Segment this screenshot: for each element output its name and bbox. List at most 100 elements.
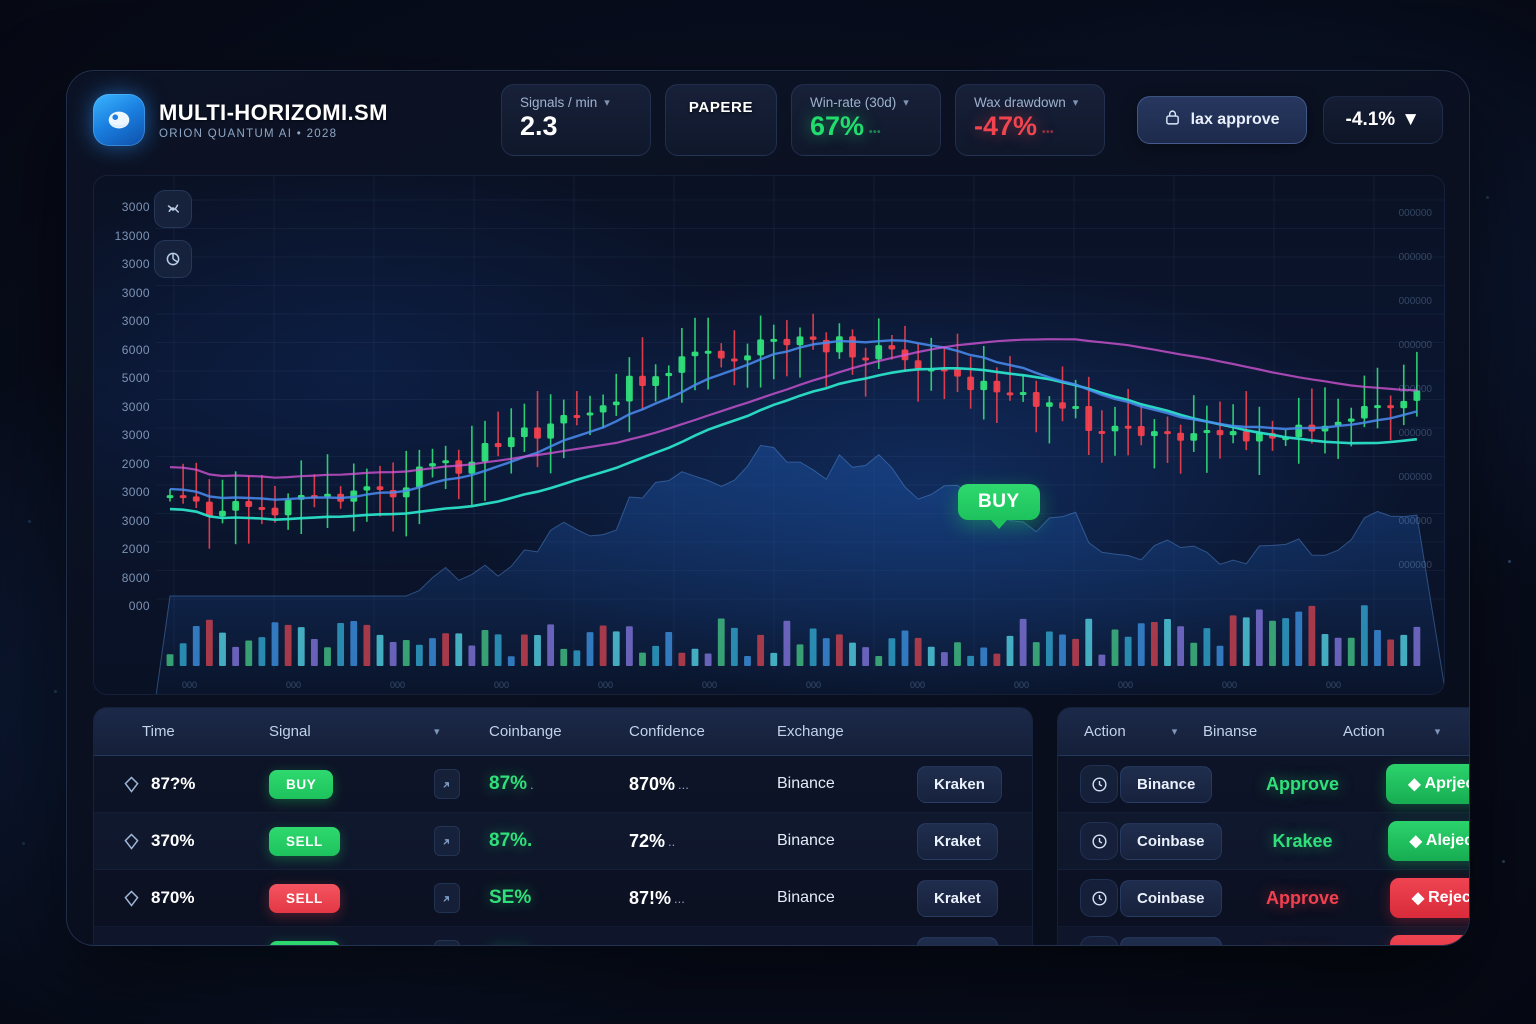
row-confidence-tail: .: [530, 777, 534, 792]
page-title: MULTI-HORIZOMI.SM: [159, 100, 388, 126]
row-exchange-chip[interactable]: Kraken: [917, 766, 1002, 803]
signal-badge[interactable]: SELL: [269, 884, 340, 913]
y-axis-tick: 3000: [122, 257, 150, 271]
row-time: 87?%: [151, 774, 195, 794]
stat-signals[interactable]: Signals / min ▾ 2.3: [501, 84, 651, 156]
clock-icon[interactable]: [1080, 765, 1118, 803]
y-axis-tick: 3000: [122, 485, 150, 499]
chevron-down-icon[interactable]: ▾: [903, 96, 909, 109]
max-approve-button[interactable]: lax approve: [1137, 96, 1307, 144]
x-axis-tick: 000: [390, 680, 405, 690]
action-row[interactable]: Binance Approve ◆Aprject▸: [1058, 756, 1470, 813]
chevron-down-icon[interactable]: ▾: [1172, 725, 1178, 738]
candlestick-chart: 0000000000000000000000000000000000000000…: [156, 176, 1445, 695]
action-status: Approve: [1266, 945, 1339, 947]
right-price-label: 000000: [1399, 472, 1433, 483]
action-row[interactable]: Coinbase Krakee ◆Aleject▸: [1058, 813, 1470, 870]
buy-signal-marker[interactable]: BUY: [958, 484, 1040, 520]
app-header: MULTI-HORIZOMI.SM ORION QUANTUM AI • 202…: [67, 71, 1469, 169]
row-exchange-chip[interactable]: Kraket: [917, 880, 998, 917]
action-exchange-chip[interactable]: Coinbase: [1120, 823, 1222, 860]
stat-winrate-tail: •••: [869, 128, 881, 139]
stat-winrate[interactable]: Win-rate (30d) ▾ 67% •••: [791, 84, 941, 156]
actions-panel: Action ▾ Binanse Action ▾ Binance Approve ◆ A…: [1057, 707, 1470, 946]
action-row[interactable]: Coinbase Approve ◆Reject▸: [1058, 927, 1470, 946]
trend-arrow-icon[interactable]: [434, 940, 460, 946]
y-axis-tick: 3000: [122, 400, 150, 414]
right-price-label: 000000: [1399, 296, 1433, 307]
clock-icon[interactable]: [1080, 879, 1118, 917]
side-col-binanse-label: Binanse: [1203, 723, 1257, 740]
action-exchange-chip[interactable]: Binance: [1120, 766, 1212, 803]
chevron-down-icon[interactable]: ▾: [434, 725, 440, 738]
stat-signals-label: Signals / min: [520, 95, 597, 110]
delta-chip[interactable]: -4.1% ▼: [1323, 96, 1443, 144]
table-row[interactable]: 370% SELL 87%. 72%.. Binance Kraket: [94, 813, 1032, 870]
row-value-tail: ..: [668, 834, 675, 849]
chevron-down-icon[interactable]: ▾: [1435, 725, 1441, 738]
clock-icon[interactable]: [1080, 936, 1118, 946]
table-header-row: Time Signal ▾ Coinbange Confidence Excha…: [94, 708, 1032, 756]
side-body: Binance Approve ◆Aprject▸ Coinbase Krakee ◆Al…: [1058, 756, 1470, 946]
trend-arrow-icon[interactable]: [434, 826, 460, 856]
table-body: 87?% BUY 87%. 870%... Binance Kraken 370% SELL 8…: [94, 756, 1032, 946]
chevron-down-icon[interactable]: ▾: [1073, 96, 1079, 109]
chart-toolbar: [154, 190, 192, 278]
action-exchange-chip[interactable]: Coinbase: [1120, 880, 1222, 917]
status-badge: PAPERE: [689, 99, 753, 116]
col-confidence-label: Confidence: [629, 723, 705, 740]
x-axis-tick: 000: [182, 680, 197, 690]
trend-arrow-icon[interactable]: [434, 883, 460, 913]
row-time: 370%: [151, 945, 194, 946]
table-row[interactable]: 87?% BUY 87%. 870%... Binance Kraken: [94, 756, 1032, 813]
header-actions: lax approve -4.1% ▼: [1137, 96, 1443, 144]
clock-icon[interactable]: [1080, 822, 1118, 860]
right-price-label: 000000: [1399, 208, 1433, 219]
table-row[interactable]: 370%SELL3E%72%..BinanceKraket: [94, 927, 1032, 946]
row-confidence-pct: 3E%: [489, 944, 529, 946]
col-time: Time: [94, 723, 269, 740]
side-header-row: Action ▾ Binanse Action ▾: [1058, 708, 1470, 756]
y-axis-tick: 5000: [122, 371, 150, 385]
action-button[interactable]: ◆Reject▸: [1390, 878, 1470, 918]
action-exchange-chip[interactable]: Coinbase: [1120, 937, 1222, 947]
side-col-action1: Action ▾: [1058, 723, 1203, 740]
stat-drawdown[interactable]: Wax drawdown ▾ -47% •••: [955, 84, 1105, 156]
row-exchange-chip[interactable]: Kraket: [917, 937, 998, 947]
trend-arrow-icon[interactable]: [434, 769, 460, 799]
row-value: 870%: [629, 774, 675, 795]
max-approve-label: lax approve: [1191, 111, 1280, 129]
row-exchange-chip[interactable]: Kraket: [917, 823, 998, 860]
right-price-label: 000000: [1399, 560, 1433, 571]
row-exchange: Binance: [777, 889, 835, 907]
delta-value: -4.1%: [1346, 109, 1396, 131]
y-axis-tick: 3000: [122, 514, 150, 528]
chart-plot-area[interactable]: 000000 000000 000000 000000 000000 000000 0000…: [156, 176, 1444, 694]
x-axis-tick: 000: [1222, 680, 1237, 690]
col-exchange: Exchange: [777, 723, 917, 740]
chevron-down-icon[interactable]: ▾: [604, 96, 610, 109]
x-axis-tick: 000: [910, 680, 925, 690]
row-value: 87!%: [629, 888, 671, 909]
price-chart-panel[interactable]: 3000 13000 3000 3000 3000 6000 5000 3000 3000 200…: [93, 175, 1445, 695]
action-button[interactable]: ◆Reject▸: [1390, 935, 1470, 946]
signal-badge[interactable]: SELL: [269, 941, 340, 947]
action-button[interactable]: ◆Aleject▸: [1388, 821, 1470, 861]
action-button[interactable]: ◆Aprject▸: [1386, 764, 1470, 804]
pie-tool-icon[interactable]: [154, 240, 192, 278]
signal-badge[interactable]: SELL: [269, 827, 340, 856]
crosshair-tool-icon[interactable]: [154, 190, 192, 228]
row-exchange: Binance: [777, 775, 835, 793]
row-value: 72%: [629, 945, 665, 947]
action-row[interactable]: Coinbase Approve ◆Reject▸: [1058, 870, 1470, 927]
x-axis-tick: 000: [286, 680, 301, 690]
signal-badge[interactable]: BUY: [269, 770, 333, 799]
dashboard-window: MULTI-HORIZOMI.SM ORION QUANTUM AI • 202…: [66, 70, 1470, 946]
stat-drawdown-label: Wax drawdown: [974, 95, 1066, 110]
col-coinbange-label: Coinbange: [489, 723, 562, 740]
x-axis-tick: 000: [1326, 680, 1341, 690]
paper-mode-badge-wrap: PAPERE: [665, 84, 777, 156]
row-time: 370%: [151, 831, 194, 851]
right-price-label: 000000: [1399, 252, 1433, 263]
table-row[interactable]: 870% SELL SE% 87!%... Binance Kraket: [94, 870, 1032, 927]
